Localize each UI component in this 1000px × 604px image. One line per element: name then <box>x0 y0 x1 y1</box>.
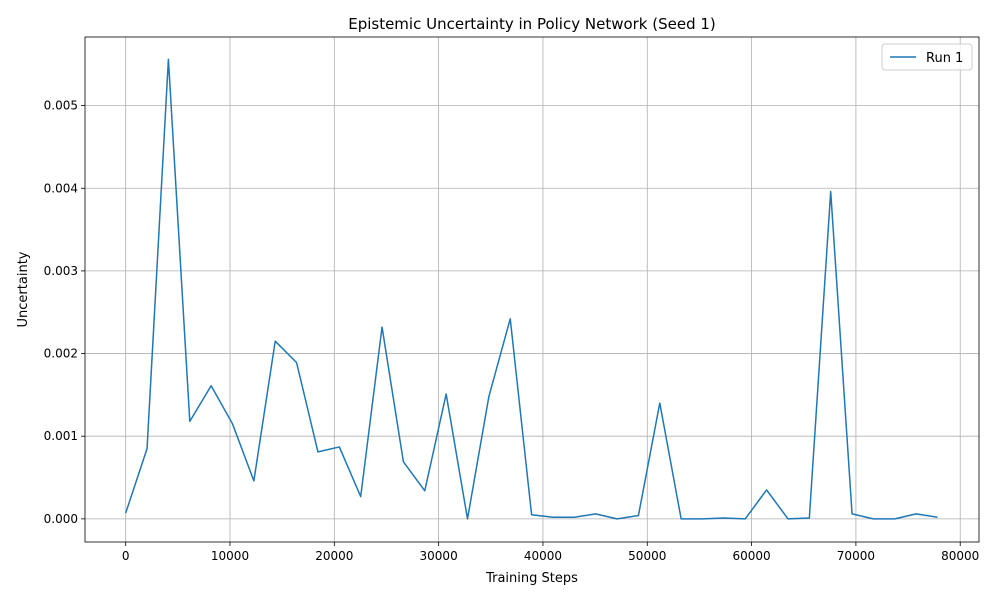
y-tick-label: 0.005 <box>44 99 78 113</box>
x-tick-label: 50000 <box>628 549 666 563</box>
y-tick-label: 0.002 <box>44 347 78 361</box>
y-tick-label: 0.003 <box>44 264 78 278</box>
legend-entry-run-1: Run 1 <box>926 51 963 66</box>
y-axis-label: Uncertainty <box>16 251 31 327</box>
x-tick-label: 30000 <box>420 549 458 563</box>
x-tick-label: 40000 <box>524 549 562 563</box>
x-axis-ticks: 0 10000 20000 30000 40000 50000 60000 70000 8000… <box>122 542 979 563</box>
y-tick-label: 0.004 <box>44 181 78 195</box>
y-axis-ticks: 0.000 0.001 0.002 0.003 0.004 0.005 <box>44 99 85 526</box>
x-tick-label: 70000 <box>837 549 875 563</box>
series-line-run-1 <box>126 59 938 519</box>
x-tick-label: 20000 <box>315 549 353 563</box>
x-tick-label: 80000 <box>941 549 979 563</box>
y-tick-label: 0.000 <box>44 512 78 526</box>
grid-lines <box>85 37 979 542</box>
chart-title: Epistemic Uncertainty in Policy Network … <box>348 15 716 33</box>
legend: Run 1 <box>882 44 972 70</box>
x-tick-label: 10000 <box>211 549 249 563</box>
x-axis-label: Training Steps <box>485 571 578 586</box>
x-tick-label: 0 <box>122 549 130 563</box>
y-tick-label: 0.001 <box>44 429 78 443</box>
plot-frame <box>85 37 979 542</box>
x-tick-label: 60000 <box>732 549 770 563</box>
series-layer <box>126 59 938 519</box>
